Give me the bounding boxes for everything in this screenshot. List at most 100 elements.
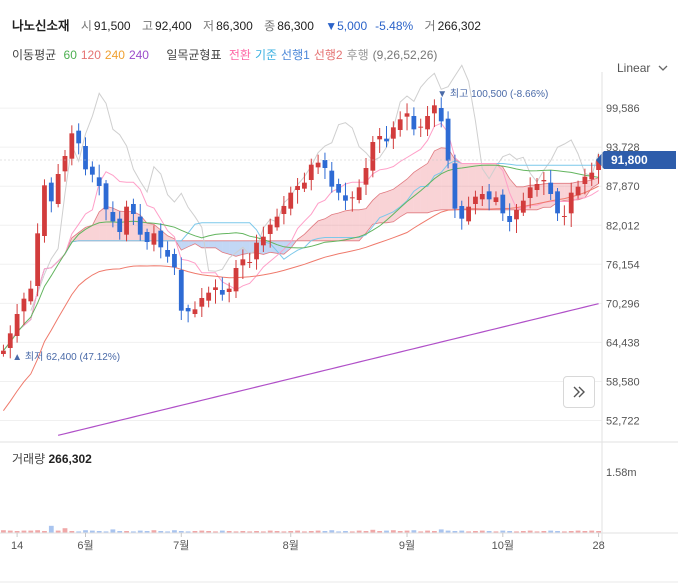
cloud-segment xyxy=(92,211,100,241)
ichimoku-legend-item-4[interactable]: 후행 xyxy=(346,48,369,62)
volume-bar xyxy=(48,525,54,533)
price-annotations: ▼ 최고 100,500 (-8.66%) ▲ 최저 62,400 (47.12%… xyxy=(0,88,676,363)
volume-bar xyxy=(89,530,95,533)
ma-legend-item-3[interactable]: 240 xyxy=(128,48,149,62)
candle-body xyxy=(76,130,82,144)
ichimoku-title[interactable]: 일목균형표 xyxy=(166,48,222,62)
candle-body xyxy=(486,191,492,200)
volume-bar xyxy=(582,531,588,533)
cloud-segment xyxy=(106,206,113,241)
candle xyxy=(55,164,61,208)
candle-body xyxy=(165,250,170,257)
candle xyxy=(14,304,20,343)
candle xyxy=(479,186,485,206)
volume-bar xyxy=(527,530,533,533)
ma-legend-item-1[interactable]: 120 xyxy=(80,48,101,62)
candle xyxy=(397,111,403,137)
candle xyxy=(534,178,540,197)
candle xyxy=(548,170,554,200)
candle-body xyxy=(48,182,54,202)
candle xyxy=(568,182,574,227)
x-tick-label: 10월 xyxy=(492,539,514,552)
min-price-annotation: ▲ 최저 62,400 (47.12%) xyxy=(12,351,120,363)
candle-body xyxy=(206,292,212,301)
candle xyxy=(48,177,54,213)
cloud-segment xyxy=(461,163,469,210)
candle xyxy=(514,204,519,233)
candle xyxy=(172,248,177,275)
x-axis: 14 6월 7월 8월 9월 10월 28 xyxy=(0,532,678,583)
candle-body xyxy=(438,108,444,122)
candle-body xyxy=(131,204,136,214)
candle-body xyxy=(199,298,205,307)
candle-body xyxy=(520,200,526,213)
cloud-segment xyxy=(167,235,175,241)
candle-body xyxy=(267,224,273,234)
volume-bar xyxy=(247,531,253,533)
ma-240-line xyxy=(57,303,599,436)
candle xyxy=(124,200,129,242)
candle-body xyxy=(69,133,75,159)
volume-bar xyxy=(432,531,437,533)
price-summary: 나노신소재 시 91,500 고 92,400 저 86,300 종 86,300 ▼5… xyxy=(12,15,489,34)
candle-body xyxy=(479,194,485,200)
cloud-segment xyxy=(222,240,230,255)
volume-bar xyxy=(28,530,34,533)
candle xyxy=(151,225,157,252)
volume-bar xyxy=(390,530,396,533)
ma-title[interactable]: 이동평균 xyxy=(12,48,57,62)
ichimoku-legend-item-0[interactable]: 전환 xyxy=(228,48,251,62)
volume-bar xyxy=(302,531,307,533)
high-value: 92,400 xyxy=(155,19,192,33)
volume-bar xyxy=(226,531,232,533)
candle xyxy=(390,121,396,149)
candle-body xyxy=(103,183,109,210)
volume-bar xyxy=(144,531,150,533)
candle xyxy=(226,282,232,303)
scale-select[interactable]: Linear xyxy=(617,61,668,75)
volume-bar xyxy=(336,531,342,533)
expand-button[interactable] xyxy=(563,376,595,408)
candle xyxy=(329,162,335,193)
volume-bar xyxy=(69,531,75,533)
ichimoku-legend-item-3[interactable]: 선행2 xyxy=(313,48,343,62)
candle-body xyxy=(55,174,61,204)
cloud-segment xyxy=(489,163,496,210)
candle xyxy=(356,179,362,204)
ichimoku-legend-item-2[interactable]: 선행1 xyxy=(281,48,310,62)
volume-bar xyxy=(445,530,451,533)
candle xyxy=(89,161,95,183)
open-label: 시 xyxy=(80,19,92,33)
y-axis: 99,586 93,728 87,870 82,012 76,154 70,296 64,4… xyxy=(601,72,640,545)
candle-body xyxy=(561,216,567,217)
candle xyxy=(575,180,581,199)
candle xyxy=(377,128,383,153)
candle-body xyxy=(172,254,177,268)
x-tick-label: 7월 xyxy=(173,539,189,552)
candle xyxy=(363,158,369,195)
cloud-segment xyxy=(99,206,107,241)
cloud-segment xyxy=(208,240,216,248)
candle-body xyxy=(226,288,232,292)
candle-body xyxy=(302,182,307,189)
x-tick-label: 8월 xyxy=(283,539,299,552)
candle-body xyxy=(233,268,239,292)
ichimoku-legend-item-1[interactable]: 기준 xyxy=(254,48,278,62)
volume-bar xyxy=(370,529,376,533)
candle-body xyxy=(7,333,13,348)
candle xyxy=(555,188,560,221)
cloud-segment xyxy=(71,232,79,242)
current-price-label: 91,800 xyxy=(611,153,648,167)
candle xyxy=(432,99,437,127)
cloud-segment xyxy=(215,240,223,253)
ma-legend-item-0[interactable]: 60 xyxy=(63,48,77,62)
x-tick-label: 14 xyxy=(11,540,23,552)
ma-legend-item-2[interactable]: 240 xyxy=(104,48,125,62)
candle xyxy=(110,201,116,228)
candle xyxy=(445,111,451,169)
candle xyxy=(281,196,287,225)
volume-panel-title: 거래량 xyxy=(12,452,46,466)
x-tick-label: 6월 xyxy=(77,539,93,552)
candle xyxy=(302,172,307,192)
